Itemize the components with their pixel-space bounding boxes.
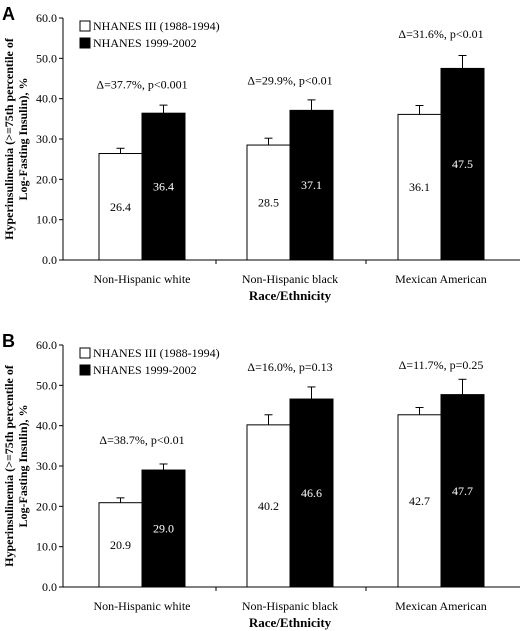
y-axis-label-line2: Log-Fasting Insulin), % <box>16 77 30 200</box>
bar <box>440 67 485 261</box>
category-label: Non-Hispanic black <box>242 272 338 286</box>
category-label: Non-Hispanic white <box>94 599 191 613</box>
bar-value-label: 36.4 <box>153 180 174 194</box>
legend-swatch <box>79 37 91 49</box>
y-tick-label: 40.0 <box>36 419 57 433</box>
y-tick-label: 30.0 <box>36 459 57 473</box>
x-axis-label: Race/Ethnicity <box>249 615 332 630</box>
significance-annotation: Δ=38.7%, p<0.01 <box>99 433 184 447</box>
y-tick-label: 20.0 <box>36 499 57 513</box>
y-tick-label: 40.0 <box>36 92 57 106</box>
legend-label: NHANES III (1988-1994) <box>93 346 220 360</box>
bar <box>246 144 291 261</box>
bar-value-label: 37.1 <box>301 178 322 192</box>
significance-annotation: Δ=37.7%, p<0.001 <box>96 78 187 92</box>
bar-value-label: 40.2 <box>258 499 279 513</box>
bar-value-label: 42.7 <box>409 494 430 508</box>
significance-annotation: Δ=11.7%, p=0.25 <box>399 358 484 372</box>
bar <box>397 113 442 261</box>
y-axis-label-line2: Log-Fasting Insulin), % <box>16 404 30 527</box>
legend: NHANES III (1988-1994) NHANES 1999-2002 <box>79 346 220 377</box>
bar-value-label: 46.6 <box>301 486 322 500</box>
category-label: Mexican American <box>395 272 487 286</box>
bar-value-label: 47.5 <box>452 157 473 171</box>
panel-letter: A <box>2 4 15 24</box>
legend-swatch <box>79 20 91 32</box>
bar <box>141 469 186 588</box>
bar-value-label: 26.4 <box>110 200 131 214</box>
bar-value-label: 28.5 <box>258 196 279 210</box>
y-tick-label: 20.0 <box>36 172 57 186</box>
y-tick-label: 60.0 <box>36 11 57 25</box>
y-axis-label-line1: Hyperinsulinemia (>=75th percentile of <box>2 364 16 567</box>
bar <box>246 424 291 588</box>
significance-annotation: Δ=29.9%, p<0.01 <box>247 74 332 88</box>
y-tick-label: 50.0 <box>36 51 57 65</box>
bar-value-label: 20.9 <box>110 538 131 552</box>
legend: NHANES III (1988-1994) NHANES 1999-2002 <box>79 19 220 50</box>
legend-swatch <box>79 347 91 359</box>
y-tick-label: 10.0 <box>36 213 57 227</box>
legend-label: NHANES III (1988-1994) <box>93 19 220 33</box>
chart-panel-b: B 0.0 10.0 20.0 30.0 40.0 50.0 60.0 Hyperinsulin… <box>2 331 520 630</box>
y-tick-label: 10.0 <box>36 540 57 554</box>
bar <box>289 109 334 261</box>
y-tick-label: 30.0 <box>36 132 57 146</box>
y-axis-label-line1: Hyperinsulinemia (>=75th percentile of <box>2 37 16 240</box>
panel-letter: B <box>2 331 15 351</box>
bar <box>141 112 186 261</box>
bar-value-label: 29.0 <box>153 522 174 536</box>
bar <box>397 414 442 588</box>
legend-label: NHANES 1999-2002 <box>93 36 197 50</box>
bar <box>98 502 143 588</box>
significance-annotation: Δ=16.0%, p=0.13 <box>247 360 332 374</box>
legend-swatch <box>79 364 91 376</box>
category-label: Non-Hispanic black <box>242 599 338 613</box>
bar-value-label: 47.7 <box>452 484 473 498</box>
y-tick-label: 50.0 <box>36 378 57 392</box>
category-label: Non-Hispanic white <box>94 272 191 286</box>
y-tick-label: 60.0 <box>36 338 57 352</box>
bar <box>440 394 485 588</box>
significance-annotation: Δ=31.6%, p<0.01 <box>398 27 483 41</box>
x-axis-label: Race/Ethnicity <box>249 288 332 303</box>
y-tick-label: 0.0 <box>42 580 57 594</box>
category-label: Mexican American <box>395 599 487 613</box>
y-tick-label: 0.0 <box>42 253 57 267</box>
legend-label: NHANES 1999-2002 <box>93 363 197 377</box>
chart-panel-a: A 0.0 10.0 20.0 30.0 40.0 50.0 60.0 Hyperinsulin… <box>2 4 520 303</box>
bar-value-label: 36.1 <box>409 180 430 194</box>
bar <box>289 398 334 588</box>
